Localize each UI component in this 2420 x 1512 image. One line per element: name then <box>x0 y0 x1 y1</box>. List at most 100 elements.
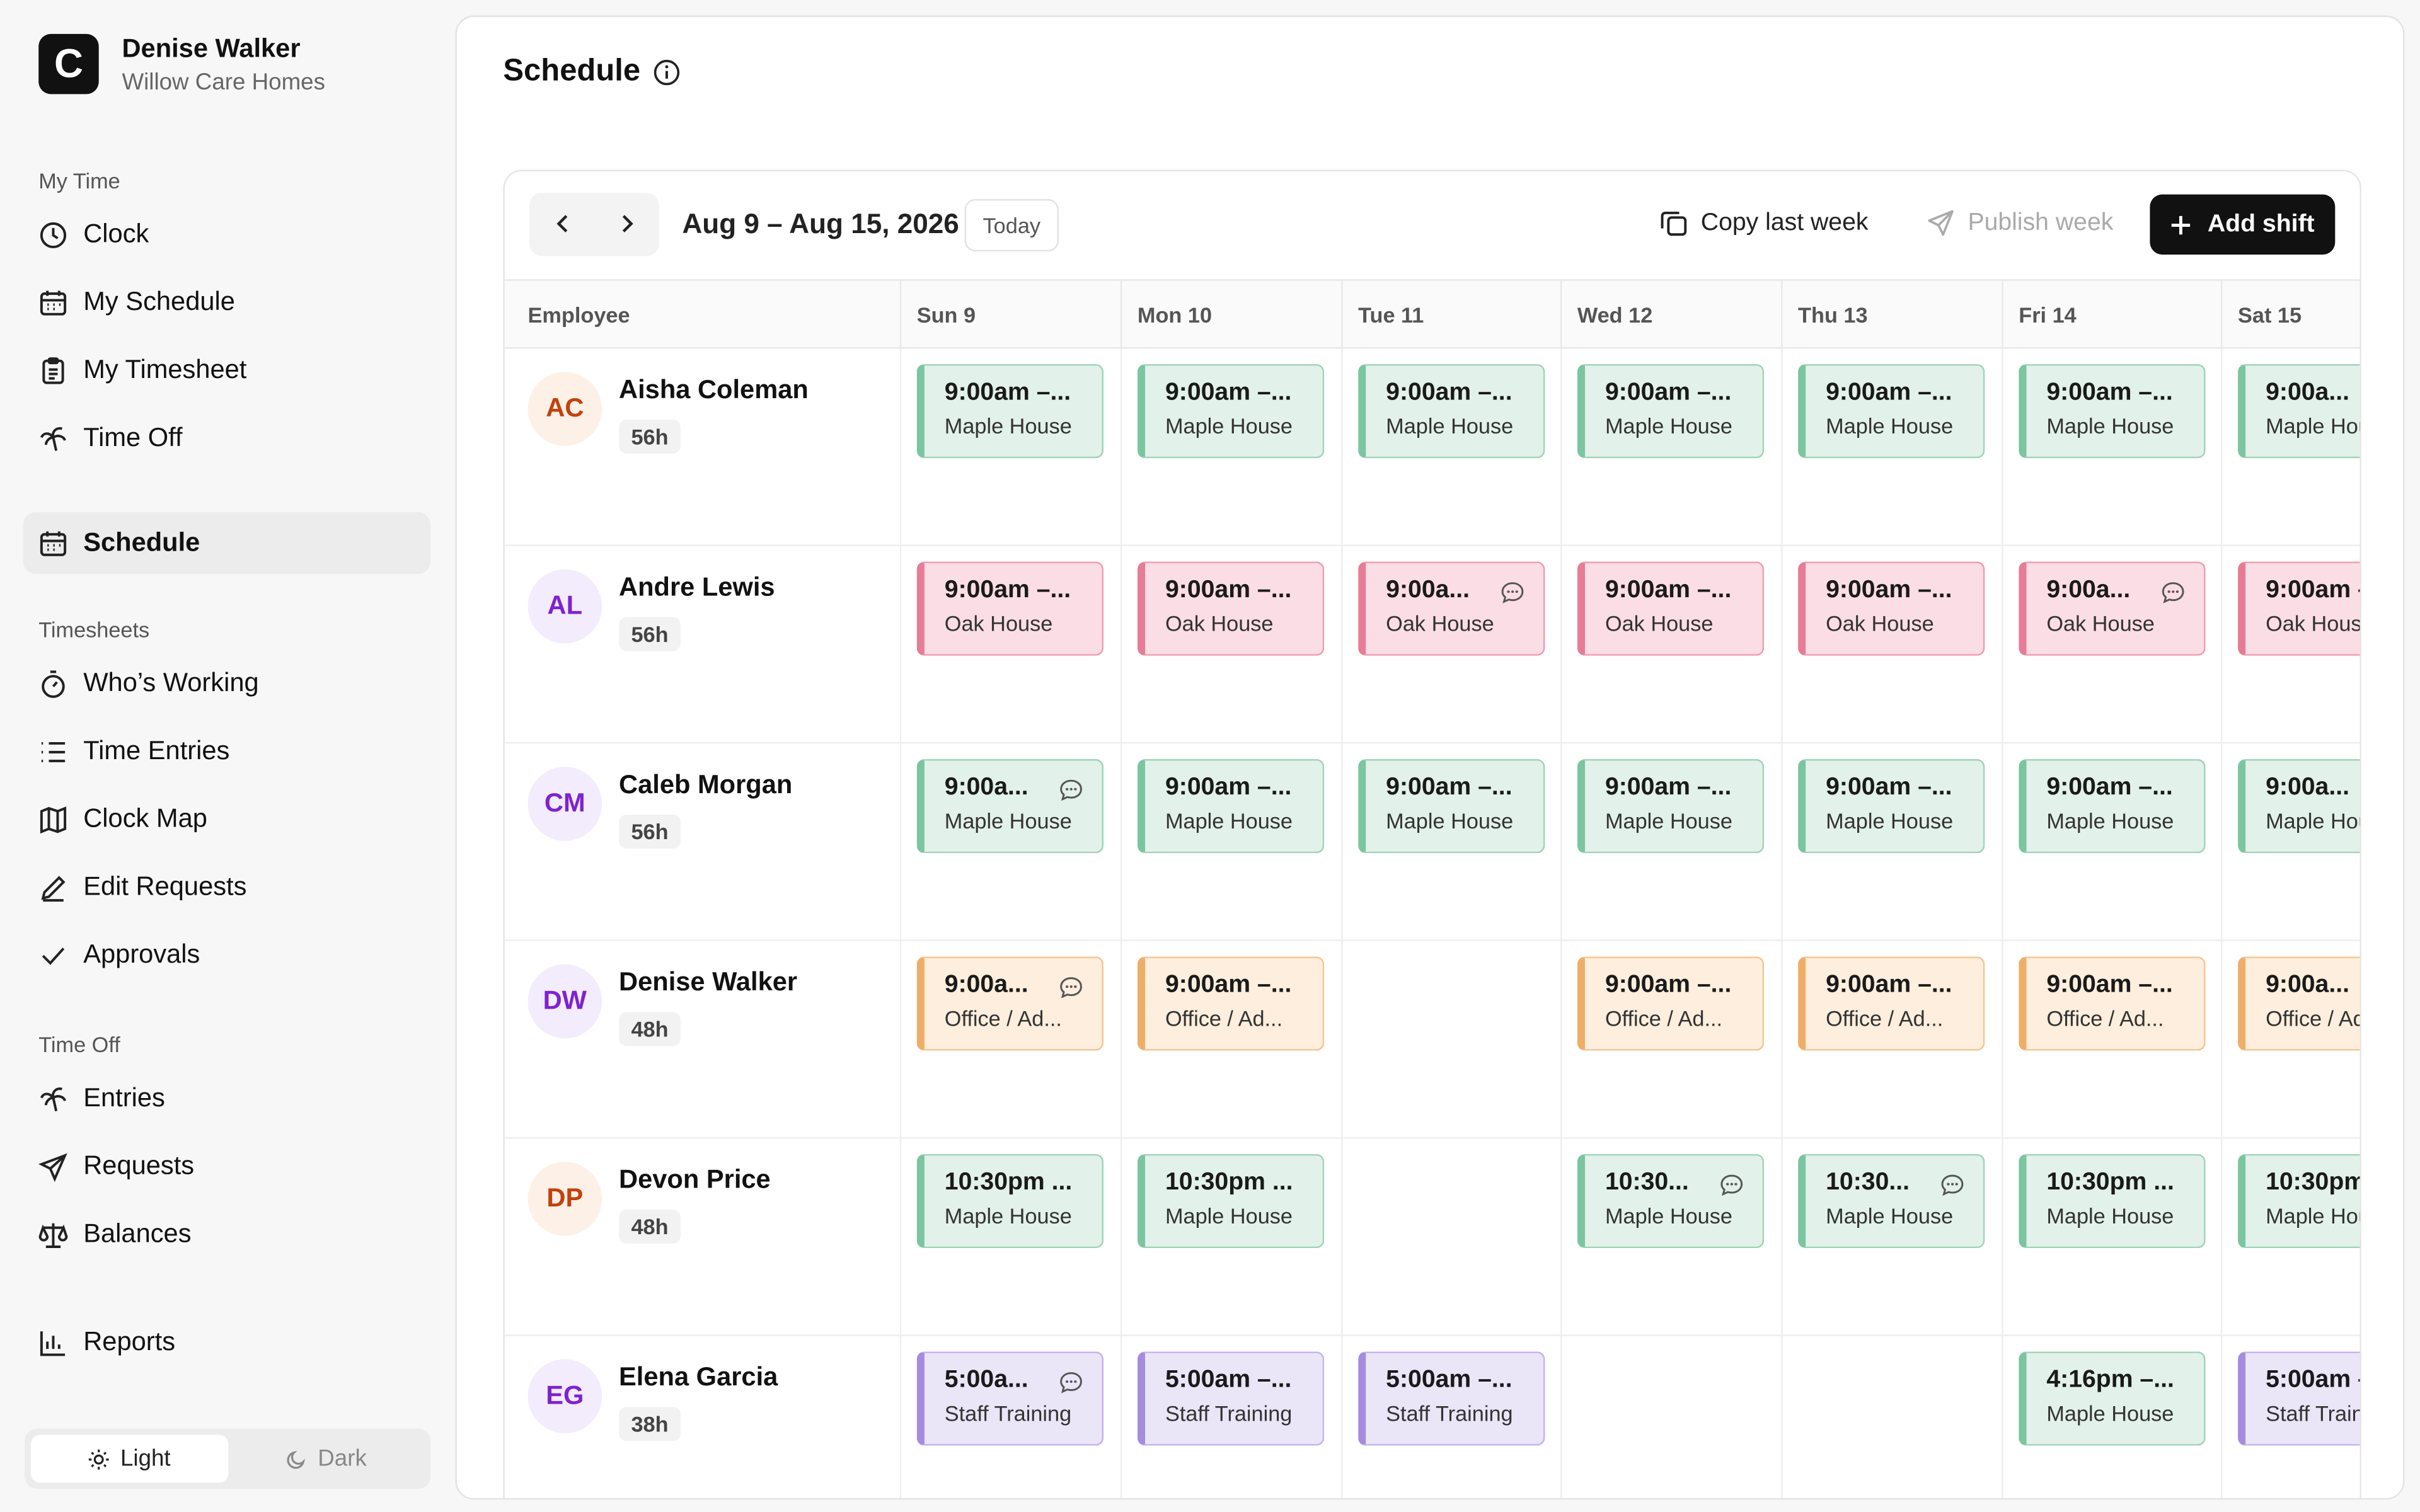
shift-card[interactable]: 9:00am –... Office / Ad... <box>1137 956 1325 1051</box>
day-cell[interactable]: 9:00am –... Office / Ad... <box>1781 941 2002 1139</box>
day-cell[interactable]: 9:00am –... Maple House <box>1341 743 1560 941</box>
theme-option[interactable]: Dark <box>228 1435 424 1483</box>
shift-card[interactable]: 9:00am –... Oak House <box>1137 561 1325 656</box>
note-icon[interactable] <box>2161 580 2186 605</box>
nav-item[interactable]: Entries <box>23 1065 431 1133</box>
day-cell[interactable]: 5:00a... Staff Training <box>899 1336 1121 1498</box>
note-icon[interactable] <box>1719 1172 1744 1197</box>
day-cell[interactable]: 9:00a... Maple House <box>2221 348 2360 546</box>
day-cell[interactable]: 10:30... Maple House <box>1560 1138 1782 1336</box>
nav-item[interactable]: Approvals <box>23 921 431 989</box>
day-cell[interactable]: 9:00am –... Maple House <box>1120 348 1342 546</box>
nav-item[interactable]: My Timesheet <box>23 336 431 404</box>
nav-item[interactable]: Time Off <box>23 404 431 472</box>
day-cell[interactable]: 9:00a... Office / Ad... <box>899 941 1121 1139</box>
day-cell[interactable]: 10:30pm ... Maple House <box>2221 1138 2360 1336</box>
note-icon[interactable] <box>1059 777 1083 802</box>
day-cell[interactable]: 10:30pm ... Maple House <box>1120 1138 1342 1336</box>
day-cell[interactable]: 9:00am –... Maple House <box>1341 348 1560 546</box>
shift-card[interactable]: 9:00am –... Oak House <box>916 561 1104 656</box>
nav-item[interactable]: Who’s Working <box>23 650 431 718</box>
day-cell[interactable] <box>1560 1336 1781 1498</box>
day-cell[interactable]: 9:00am –... Oak House <box>2221 546 2360 744</box>
shift-card[interactable]: 9:00am –... Office / Ad... <box>2019 956 2206 1051</box>
prev-week[interactable] <box>553 212 574 236</box>
shift-card[interactable]: 5:00am –... Staff Training <box>1358 1351 1545 1446</box>
shift-card[interactable]: 10:30... Maple House <box>1577 1154 1765 1249</box>
shift-card[interactable]: 9:00am –... Maple House <box>1358 364 1545 459</box>
day-cell[interactable]: 4:16pm –... Maple House <box>2002 1336 2221 1498</box>
shift-card[interactable]: 9:00am –... Maple House <box>916 364 1104 459</box>
add-shift-button[interactable]: Add shift <box>2150 194 2336 255</box>
shift-card[interactable]: 9:00am –... Maple House <box>1577 759 1765 854</box>
day-cell[interactable]: 10:30pm ... Maple House <box>2002 1138 2221 1336</box>
shift-card[interactable]: 5:00am –... Staff Training <box>1137 1351 1325 1446</box>
shift-card[interactable]: 9:00am –... Office / Ad... <box>1798 956 1985 1051</box>
shift-card[interactable]: 10:30pm ... Maple House <box>2238 1154 2360 1249</box>
day-cell[interactable] <box>1341 1138 1560 1336</box>
shift-card[interactable]: 9:00a... Oak House <box>2019 561 2206 656</box>
copy-week-button[interactable]: Copy last week <box>1659 209 1868 238</box>
shift-card[interactable]: 9:00a... Maple House <box>2238 364 2360 459</box>
nav-item[interactable]: Requests <box>23 1133 431 1201</box>
day-cell[interactable]: 5:00am –... Staff Training <box>1341 1336 1560 1498</box>
shift-card[interactable]: 9:00a... Oak House <box>1358 561 1545 656</box>
day-cell[interactable]: 9:00am –... Maple House <box>899 348 1121 546</box>
info-icon[interactable] <box>653 58 681 86</box>
shift-card[interactable]: 9:00am –... Maple House <box>2019 364 2206 459</box>
shift-card[interactable]: 9:00am –... Maple House <box>1577 364 1765 459</box>
shift-card[interactable]: 9:00am –... Maple House <box>2019 759 2206 854</box>
day-cell[interactable]: 9:00am –... Oak House <box>1560 546 1782 744</box>
shift-card[interactable]: 10:30... Maple House <box>1798 1154 1985 1249</box>
nav-item[interactable]: Balances <box>23 1200 431 1268</box>
shift-card[interactable]: 5:00am –... Staff Training <box>2238 1351 2360 1446</box>
note-icon[interactable] <box>1500 580 1524 605</box>
day-cell[interactable]: 9:00am –... Office / Ad... <box>1120 941 1342 1139</box>
day-cell[interactable]: 9:00a... Office / Ad... <box>2221 941 2360 1139</box>
day-cell[interactable]: 9:00am –... Office / Ad... <box>1560 941 1782 1139</box>
shift-card[interactable]: 9:00am –... Maple House <box>1137 759 1325 854</box>
day-cell[interactable]: 9:00a... Maple House <box>899 743 1121 941</box>
day-cell[interactable]: 9:00am –... Maple House <box>1781 348 2002 546</box>
next-week[interactable] <box>616 212 637 236</box>
shift-card[interactable]: 10:30pm ... Maple House <box>1137 1154 1325 1249</box>
nav-item[interactable]: Schedule <box>23 512 431 575</box>
day-cell[interactable]: 9:00am –... Office / Ad... <box>2002 941 2221 1139</box>
day-cell[interactable]: 9:00am –... Maple House <box>1560 348 1782 546</box>
shift-card[interactable]: 9:00am –... Office / Ad... <box>1577 956 1765 1051</box>
day-cell[interactable]: 9:00am –... Maple House <box>1560 743 1782 941</box>
shift-card[interactable]: 9:00am –... Oak House <box>1798 561 1985 656</box>
shift-card[interactable]: 9:00am –... Maple House <box>1798 759 1985 854</box>
publish-button[interactable]: Publish week <box>1926 209 2113 238</box>
day-cell[interactable]: 5:00am –... Staff Training <box>1120 1336 1341 1498</box>
day-cell[interactable]: 10:30... Maple House <box>1781 1138 2002 1336</box>
note-icon[interactable] <box>1059 1370 1083 1395</box>
day-cell[interactable]: 10:30pm ... Maple House <box>899 1138 1121 1336</box>
shift-card[interactable]: 9:00a... Maple House <box>2238 759 2360 854</box>
day-cell[interactable]: 9:00am –... Maple House <box>2002 348 2221 546</box>
shift-card[interactable]: 9:00am –... Maple House <box>1137 364 1325 459</box>
day-cell[interactable] <box>1341 941 1560 1139</box>
nav-item[interactable]: My Schedule <box>23 268 431 336</box>
shift-card[interactable]: 9:00am –... Maple House <box>1798 364 1985 459</box>
day-cell[interactable]: 9:00am –... Oak House <box>1120 546 1342 744</box>
today-button[interactable]: Today <box>964 198 1059 252</box>
shift-card[interactable]: 4:16pm –... Maple House <box>2019 1351 2206 1446</box>
day-cell[interactable]: 9:00a... Maple House <box>2221 743 2360 941</box>
day-cell[interactable]: 9:00am –... Oak House <box>1781 546 2002 744</box>
shift-card[interactable]: 5:00a... Staff Training <box>916 1351 1104 1446</box>
day-cell[interactable] <box>1781 1336 2002 1498</box>
shift-card[interactable]: 10:30pm ... Maple House <box>2019 1154 2206 1249</box>
note-icon[interactable] <box>1059 975 1083 1000</box>
day-cell[interactable]: 9:00am –... Maple House <box>1120 743 1342 941</box>
shift-card[interactable]: 9:00a... Maple House <box>916 759 1104 854</box>
shift-card[interactable]: 9:00am –... Oak House <box>1577 561 1765 656</box>
shift-card[interactable]: 9:00am –... Oak House <box>2238 561 2360 656</box>
shift-card[interactable]: 9:00a... Office / Ad... <box>916 956 1104 1051</box>
nav-item[interactable]: Clock Map <box>23 786 431 854</box>
nav-item[interactable]: Reports <box>23 1309 431 1377</box>
day-cell[interactable]: 5:00am –... Staff Training <box>2221 1336 2360 1498</box>
nav-item[interactable]: Edit Requests <box>23 853 431 921</box>
day-cell[interactable]: 9:00a... Oak House <box>2002 546 2221 744</box>
day-cell[interactable]: 9:00am –... Maple House <box>1781 743 2002 941</box>
